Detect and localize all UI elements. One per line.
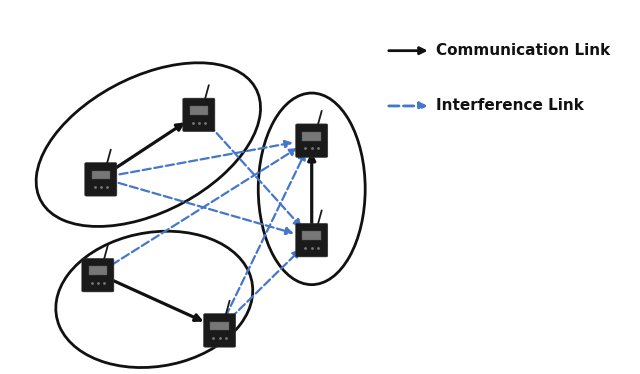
FancyBboxPatch shape bbox=[84, 163, 117, 196]
Bar bbox=[211, 322, 229, 330]
FancyBboxPatch shape bbox=[183, 98, 215, 132]
Bar bbox=[189, 106, 208, 115]
Bar bbox=[303, 232, 321, 240]
Text: Interference Link: Interference Link bbox=[436, 98, 584, 113]
Bar bbox=[88, 266, 107, 275]
Text: Communication Link: Communication Link bbox=[436, 43, 611, 58]
FancyBboxPatch shape bbox=[296, 124, 328, 157]
FancyBboxPatch shape bbox=[82, 258, 114, 292]
FancyBboxPatch shape bbox=[296, 223, 328, 257]
Bar bbox=[303, 132, 321, 141]
Bar bbox=[92, 171, 110, 180]
FancyBboxPatch shape bbox=[204, 314, 236, 347]
